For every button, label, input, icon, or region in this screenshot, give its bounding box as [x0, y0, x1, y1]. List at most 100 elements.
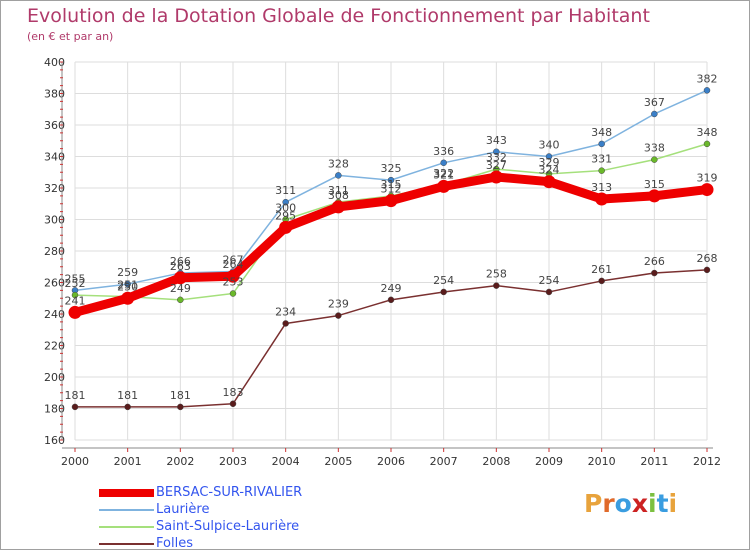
data-label: 367 [644, 96, 665, 109]
data-point [279, 220, 293, 234]
data-point [437, 179, 451, 193]
data-point [598, 277, 605, 285]
data-label: 239 [328, 298, 349, 311]
data-point [703, 87, 711, 94]
data-label: 338 [644, 142, 665, 155]
data-label: 382 [697, 72, 718, 85]
data-point [493, 282, 500, 289]
x-tick-label: 2010 [588, 455, 616, 468]
data-label: 266 [644, 255, 665, 268]
data-point [226, 269, 240, 283]
data-point [71, 291, 79, 299]
data-label: 251 [117, 279, 138, 292]
data-label: 268 [697, 252, 718, 265]
proxiti-logo: Proxiti [584, 489, 677, 518]
data-label: 308 [328, 189, 349, 202]
data-point [121, 291, 135, 305]
legend-label: BERSAC-SUR-RIVALIER [156, 485, 303, 500]
logo-letter: P [584, 489, 603, 518]
y-tick-label: 240 [44, 308, 65, 321]
data-point [651, 156, 658, 163]
data-point [177, 403, 184, 411]
legend-swatch [99, 526, 154, 528]
y-tick-label: 300 [44, 214, 65, 227]
data-label: 261 [591, 263, 612, 276]
data-label: 181 [117, 389, 138, 402]
data-point [335, 172, 342, 179]
data-point [68, 305, 82, 319]
data-label: 324 [539, 164, 560, 177]
data-label: 315 [644, 178, 665, 191]
y-tick-label: 400 [44, 56, 65, 69]
data-label: 340 [539, 139, 560, 152]
data-point [387, 176, 395, 184]
data-point [384, 194, 398, 208]
data-label: 329 [539, 156, 560, 169]
chart-subtitle: (en € et par an) [27, 30, 114, 43]
logo-letter: i [648, 489, 657, 518]
data-point [651, 110, 658, 118]
data-point [124, 280, 131, 288]
data-point [282, 320, 289, 327]
legend-label: Laurière [156, 502, 210, 517]
data-label: 328 [328, 157, 349, 170]
data-point [598, 140, 605, 148]
data-point [647, 189, 661, 203]
data-label: 241 [65, 294, 86, 307]
y-tick-label: 280 [44, 245, 65, 258]
x-tick-label: 2006 [377, 455, 405, 468]
data-label: 327 [486, 159, 507, 172]
data-point [545, 153, 553, 160]
data-point [331, 200, 345, 214]
data-point [545, 288, 553, 296]
logo-letter: x [631, 489, 648, 518]
data-label: 253 [223, 276, 244, 289]
data-point [703, 140, 711, 148]
data-label: 312 [381, 183, 402, 196]
legend-swatch [99, 489, 154, 497]
data-point [542, 175, 556, 189]
data-label: 259 [117, 266, 138, 279]
x-tick-label: 2007 [430, 455, 458, 468]
legend-label: Saint-Sulpice-Laurière [156, 519, 300, 534]
y-tick-label: 340 [44, 151, 65, 164]
data-label: 183 [223, 386, 244, 399]
y-tick-label: 260 [44, 277, 65, 290]
x-tick-label: 2001 [114, 455, 142, 468]
y-tick-label: 380 [44, 88, 65, 101]
data-label: 252 [65, 277, 86, 290]
data-label: 315 [381, 178, 402, 191]
data-label: 234 [275, 305, 296, 318]
data-label: 311 [328, 184, 349, 197]
data-label: 249 [381, 282, 402, 295]
data-label: 311 [275, 184, 296, 197]
y-tick-label: 360 [44, 119, 65, 132]
data-label: 263 [170, 260, 191, 273]
data-point [177, 296, 184, 304]
data-point [124, 403, 131, 411]
data-label: 249 [170, 282, 191, 295]
data-label: 321 [433, 168, 454, 181]
data-label: 348 [697, 126, 718, 139]
logo-letter: i [668, 489, 678, 518]
data-point [173, 271, 187, 285]
legend-swatch [99, 543, 154, 545]
data-label: 254 [539, 274, 560, 287]
data-point [700, 183, 714, 197]
data-point [598, 167, 605, 174]
data-point [387, 296, 395, 304]
data-label: 343 [486, 134, 507, 147]
x-tick-label: 2003 [219, 455, 247, 468]
y-tick-label: 180 [44, 403, 65, 416]
x-tick-label: 2009 [535, 455, 563, 468]
data-point [703, 266, 711, 274]
x-tick-label: 2002 [166, 455, 194, 468]
x-tick-label: 2005 [324, 455, 352, 468]
logo-letter: t [656, 489, 669, 518]
data-point [229, 290, 237, 297]
data-point [440, 159, 447, 167]
y-tick-label: 220 [44, 340, 65, 353]
data-label: 250 [117, 280, 138, 293]
